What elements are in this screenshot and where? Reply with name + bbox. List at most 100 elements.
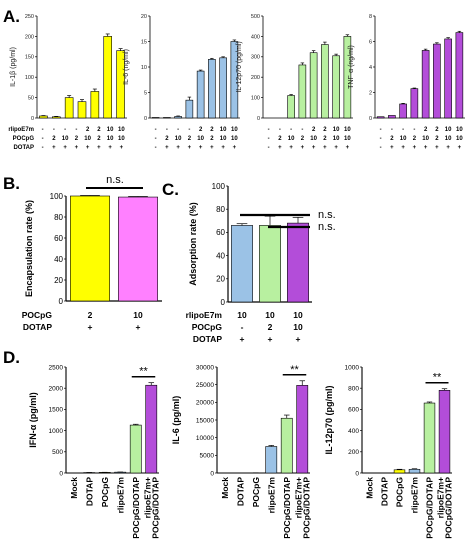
category-label-d: DOTAP bbox=[84, 477, 94, 506]
condition-value-c: + bbox=[268, 334, 273, 344]
bar bbox=[70, 195, 110, 302]
y-tick-label: 5000 bbox=[200, 453, 215, 460]
condition-value-a: + bbox=[199, 145, 203, 151]
condition-value-a: 2 bbox=[210, 127, 214, 133]
category-label-d: rlipoE7m bbox=[115, 477, 125, 514]
condition-value-a: - bbox=[413, 127, 415, 133]
condition-value-a: - bbox=[155, 136, 157, 142]
condition-value-a: - bbox=[301, 127, 303, 133]
condition-value-a: - bbox=[268, 127, 270, 133]
y-axis-label: IL-6 (pg/ml) bbox=[171, 396, 181, 445]
bar bbox=[39, 115, 48, 119]
condition-value-b: 10 bbox=[133, 310, 143, 320]
condition-value-a: 10 bbox=[107, 136, 114, 142]
y-tick-label: 15 bbox=[141, 39, 147, 45]
condition-value-a: + bbox=[289, 145, 293, 151]
condition-value-b: 2 bbox=[88, 310, 93, 320]
bar bbox=[163, 117, 171, 119]
condition-value-a: + bbox=[435, 145, 439, 151]
y-tick-label: 200 bbox=[348, 449, 359, 456]
condition-value-a: + bbox=[323, 145, 327, 151]
condition-value-a: 10 bbox=[107, 127, 114, 133]
condition-value-a: 2 bbox=[413, 136, 417, 142]
condition-value-a: 2 bbox=[435, 136, 439, 142]
y-tick-label: 800 bbox=[348, 385, 359, 392]
y-tick-label: 40 bbox=[54, 255, 63, 264]
bar bbox=[77, 101, 87, 119]
condition-value-a: - bbox=[42, 145, 44, 151]
condition-value-a: 10 bbox=[62, 136, 69, 142]
condition-value-a: + bbox=[401, 145, 405, 151]
y-tick-label: 200 bbox=[25, 34, 34, 40]
condition-value-a: 10 bbox=[231, 127, 238, 133]
condition-value-a: - bbox=[290, 127, 292, 133]
y-tick-label: 100 bbox=[50, 192, 64, 201]
condition-value-a: 10 bbox=[445, 127, 452, 133]
significance-label-d: ** bbox=[290, 364, 299, 376]
bar bbox=[321, 44, 329, 119]
condition-value-a: - bbox=[75, 127, 77, 133]
condition-value-a: - bbox=[64, 127, 66, 133]
bar bbox=[196, 70, 205, 119]
condition-value-c: 10 bbox=[293, 322, 303, 332]
condition-value-a: 10 bbox=[231, 136, 238, 142]
category-label-d: POCpG/DOTAP bbox=[150, 477, 160, 539]
panel-letter-c: C. bbox=[162, 180, 179, 199]
condition-label-c: DOTAP bbox=[193, 334, 222, 344]
y-tick-label: 0 bbox=[369, 116, 372, 122]
bar bbox=[298, 64, 307, 119]
y-tick-label: 4 bbox=[369, 65, 372, 71]
condition-value-a: 2 bbox=[390, 136, 394, 142]
condition-value-a: 2 bbox=[435, 127, 439, 133]
bar bbox=[145, 384, 158, 474]
significance-label-d: ** bbox=[139, 366, 148, 378]
y-tick-label: 100 bbox=[25, 75, 34, 81]
bar bbox=[438, 390, 451, 474]
condition-value-a: 10 bbox=[310, 136, 317, 142]
y-tick-label: 400 bbox=[348, 428, 359, 435]
condition-value-a: + bbox=[188, 145, 192, 151]
condition-value-a: 10 bbox=[220, 127, 227, 133]
chart-A1: 0 50 100 150 200 250 IL-1β (pg/ml) bbox=[10, 14, 127, 122]
condition-value-a: + bbox=[221, 145, 225, 151]
chart-B: 0 20 40 60 80 100 Encapsulation rate (%) bbox=[24, 192, 162, 306]
condition-value-a: 10 bbox=[456, 136, 463, 142]
bar bbox=[280, 417, 293, 474]
bar bbox=[265, 446, 278, 474]
y-tick-label: 20 bbox=[216, 275, 225, 284]
condition-value-a: + bbox=[390, 145, 394, 151]
y-tick-label: 1500 bbox=[49, 407, 64, 414]
y-tick-label: 150 bbox=[25, 55, 34, 61]
chart-D2: 0 5000 10000 15000 20000 25000 30000 IL-6 (pg/m… bbox=[171, 364, 310, 477]
bar bbox=[208, 59, 216, 119]
y-tick-label: 500 bbox=[52, 449, 63, 456]
y-tick-label: 2 bbox=[369, 90, 372, 96]
y-tick-label: 300 bbox=[251, 55, 260, 61]
y-axis-label: IFN-α (pg/ml) bbox=[28, 392, 38, 448]
y-tick-label: 0 bbox=[355, 470, 359, 477]
condition-value-a: + bbox=[424, 145, 428, 151]
bar bbox=[90, 91, 100, 119]
y-tick-label: 25000 bbox=[196, 382, 214, 389]
bar bbox=[455, 32, 464, 119]
condition-value-a: - bbox=[268, 136, 270, 142]
condition-value-a: - bbox=[166, 127, 168, 133]
y-tick-label: 200 bbox=[251, 75, 260, 81]
bar bbox=[231, 225, 253, 303]
condition-value-a: + bbox=[63, 145, 67, 151]
y-tick-label: 0 bbox=[59, 470, 63, 477]
bar bbox=[151, 117, 160, 119]
condition-value-a: 10 bbox=[344, 136, 351, 142]
condition-value-a: 2 bbox=[312, 127, 316, 133]
y-axis-label: TNF-α (ng/ml) bbox=[348, 45, 355, 89]
condition-value-c: 2 bbox=[268, 322, 273, 332]
condition-value-a: + bbox=[301, 145, 305, 151]
y-tick-label: 10000 bbox=[196, 435, 214, 442]
bar bbox=[388, 115, 396, 119]
y-axis-label: IL-12p70 (pg/ml) bbox=[236, 41, 243, 92]
condition-label-c: rlipoE7m bbox=[186, 310, 223, 320]
condition-value-a: 10 bbox=[333, 127, 340, 133]
condition-value-a: 2 bbox=[278, 136, 282, 142]
condition-value-a: + bbox=[334, 145, 338, 151]
condition-value-a: 10 bbox=[197, 136, 204, 142]
